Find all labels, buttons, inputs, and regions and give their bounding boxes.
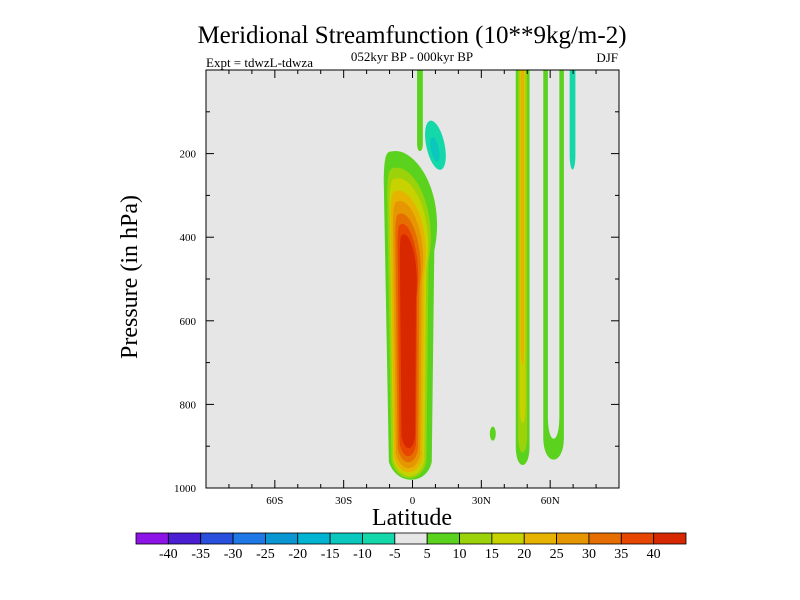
- colorbar-label: 15: [485, 547, 499, 562]
- colorbar-label: -5: [389, 547, 401, 562]
- subtropical-negative-sliver: [483, 70, 493, 280]
- colorbar-swatch: [523, 532, 557, 545]
- high-latitude-negative-core: [569, 70, 576, 170]
- colorbar-swatch: [329, 532, 363, 545]
- colorbar-label: 25: [550, 547, 564, 562]
- colorbar-swatch: [200, 532, 234, 545]
- colorbar-swatch: [588, 532, 622, 545]
- colorbar-swatch: [653, 532, 687, 545]
- northern-thin-positive-streak: [417, 70, 423, 152]
- colorbar-swatch: [265, 532, 299, 545]
- y-axis: 200 400 600 800 1000: [174, 111, 619, 495]
- y-tick-label: 200: [180, 149, 197, 161]
- colorbar-swatch: [232, 532, 266, 545]
- isolated-positive-blob: [489, 426, 496, 441]
- positive-cell-level: [399, 234, 417, 449]
- colorbar-swatch: [620, 532, 655, 545]
- colorbar-label: -20: [288, 547, 307, 562]
- y-axis-label: Pressure (in hPa): [117, 195, 143, 359]
- colorbar-label: 40: [647, 547, 661, 562]
- y-tick-label: 400: [180, 232, 197, 244]
- x-tick-label: 60S: [266, 495, 283, 507]
- y-tick-label: 1000: [174, 483, 197, 495]
- colorbar-label: 30: [582, 547, 596, 562]
- y-tick-label: 600: [180, 316, 197, 328]
- colorbar-label: 10: [453, 547, 467, 562]
- colorbar-label: -25: [256, 547, 275, 562]
- high-latitude-negative-band: [563, 70, 580, 464]
- chart-title: Meridional Streamfunction (10**9kg/m-2): [197, 22, 626, 49]
- colorbar: -40 -35 -30 -25 -20 -15 -10 -5 5 10 15 20 25 30 35 40: [135, 532, 687, 562]
- colorbar-label: -10: [353, 547, 372, 562]
- colorbar-swatch: [491, 532, 525, 545]
- southern-negative-band: [215, 70, 234, 413]
- northern-outer-negative-band: [547, 70, 560, 439]
- colorbar-swatch: [297, 532, 331, 545]
- x-tick-label: 30N: [472, 495, 491, 507]
- experiment-note: Expt = tdwzL-tdwza: [206, 55, 313, 70]
- chart-subtitle: 052kyr BP - 000kyr BP: [351, 49, 473, 64]
- colorbar-label: 5: [424, 547, 431, 562]
- contour-field: [215, 70, 580, 480]
- negative-lobe-level: [430, 137, 440, 162]
- season-note: DJF: [596, 50, 618, 65]
- colorbar-swatch: [556, 532, 590, 545]
- x-axis: 60S 30S 0 30N 60N: [228, 70, 597, 507]
- colorbar-swatch: [362, 532, 396, 545]
- colorbar-label: -40: [159, 547, 178, 562]
- x-tick-label: 60N: [541, 495, 560, 507]
- colorbar-label: 35: [614, 547, 628, 562]
- y-tick-label: 800: [180, 399, 197, 411]
- colorbar-label: -35: [191, 547, 210, 562]
- x-tick-label: 0: [410, 495, 416, 507]
- colorbar-swatch: [426, 532, 460, 545]
- colorbar-label: -15: [321, 547, 340, 562]
- x-tick-label: 30S: [335, 495, 352, 507]
- colorbar-swatch: [459, 532, 493, 545]
- x-axis-label: Latitude: [372, 505, 452, 531]
- colorbar-label: -30: [224, 547, 243, 562]
- northern-positive-band-level-20: [520, 70, 525, 365]
- colorbar-label: 20: [517, 547, 531, 562]
- colorbar-swatch: [167, 532, 202, 545]
- midlatitude-negative-sliver: [506, 70, 512, 203]
- colorbar-swatch: [135, 532, 169, 545]
- colorbar-swatch: [394, 532, 428, 545]
- northern-negative-sliver: [446, 70, 457, 188]
